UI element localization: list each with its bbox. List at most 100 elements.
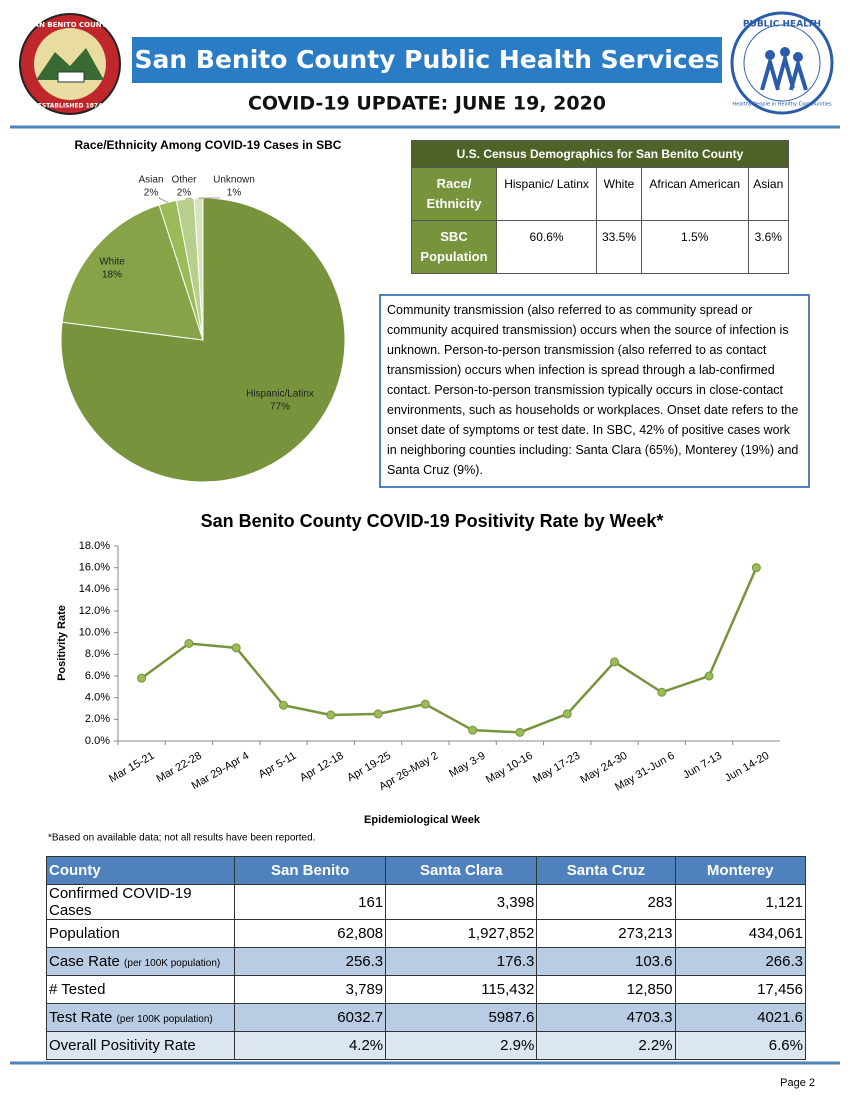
table-cell: 2.2% [536, 1031, 676, 1060]
pie-slice [60, 197, 346, 483]
y-tick-label: 0.0% [85, 735, 110, 747]
pie-chart: Race/Ethnicity Among COVID-19 Cases in S… [60, 138, 346, 483]
table-cell: White [596, 167, 642, 221]
y-tick-label: 18.0% [79, 540, 110, 552]
text-box: Community transmission (also referred to… [379, 294, 810, 488]
table-cell: 2.9% [385, 1031, 538, 1060]
table-row: Confirmed COVID-19 Cases 161 3,398 283 1,121 [45, 884, 807, 920]
column-header: Santa Clara [385, 856, 538, 885]
table-cell: 4703.3 [536, 1003, 676, 1032]
logo-building [57, 71, 85, 83]
logo-text: Healthy People in Healthy Communities [732, 102, 832, 108]
table-cell: 3.6% [747, 220, 790, 274]
leader-line [158, 197, 168, 203]
table-cell: 17,456 [674, 975, 807, 1004]
table-row: Population 62,808 1,927,852 273,213 434,061 [45, 919, 807, 948]
row-label: Test Rate [49, 1009, 113, 1026]
chart-title: Race/Ethnicity Among COVID-19 Cases in S… [75, 138, 342, 152]
table-cell: 161 [234, 884, 387, 920]
table-row: Race/ Ethnicity Hispanic/ Latinx White Afri… [411, 167, 790, 221]
table-row: Case Rate (per 100K population) 256.3 176.… [45, 947, 807, 976]
logo-figures [760, 51, 808, 91]
row-header: Race/ Ethnicity [411, 167, 497, 221]
data-line [140, 567, 758, 734]
row-note: (per 100K population) [116, 1014, 213, 1025]
y-tick-label: 8.0% [85, 648, 110, 660]
table-title-row: U.S. Census Demographics for San Benito … [411, 140, 789, 168]
row-label-cell: Case Rate (per 100K population) [45, 947, 236, 976]
slice-value: 2% [177, 188, 192, 199]
x-tick-label: May 10-16 [484, 750, 535, 786]
data-point [704, 671, 714, 681]
table-cell: 103.6 [536, 947, 676, 976]
table-cell: 1,121 [674, 884, 807, 920]
chart-title: San Benito County COVID-19 Positivity Ra… [201, 511, 664, 531]
table-cell: Asian [747, 167, 790, 221]
data-point [373, 709, 383, 719]
x-axis-title: Epidemiological Week [364, 814, 481, 826]
y-tick-label: 6.0% [85, 670, 110, 682]
logo-text: ESTABLISHED 1874 [38, 103, 103, 110]
table-row: SBC Population 60.6% 33.5% 1.5% 3.6% [411, 220, 790, 274]
y-axis-title: Positivity Rate [56, 605, 68, 681]
y-tick-label: 14.0% [79, 583, 110, 595]
data-point [231, 643, 241, 653]
table-cell: 266.3 [674, 947, 807, 976]
footnote: *Based on available data; not all result… [48, 833, 315, 844]
slice-label: Unknown [213, 175, 255, 186]
logo-text: PUBLIC HEALTH [743, 20, 821, 30]
logo-center [34, 28, 106, 100]
table-title: U.S. Census Demographics for San Benito … [411, 140, 789, 168]
page-number: Page 2 [780, 1077, 815, 1089]
row-note: (per 100K population) [124, 958, 221, 969]
left-logo: SAN BENITO COUNTY ESTABLISHED 1874 [19, 13, 121, 115]
table-cell: 176.3 [385, 947, 538, 976]
row-label: Overall Positivity Rate [49, 1037, 196, 1054]
row-label-cell: Test Rate (per 100K population) [45, 1003, 236, 1032]
census-table: U.S. Census Demographics for San Benito … [411, 140, 790, 274]
x-tick-label: Apr 5-11 [257, 750, 299, 781]
data-point [137, 673, 147, 683]
pie-slice [61, 204, 204, 341]
table-cell: Hispanic/ Latinx [495, 167, 598, 221]
county-table: County San Benito Santa Clara Santa Cruz Mon… [45, 856, 807, 1060]
slice-label: Asian [138, 175, 163, 186]
right-logo: PUBLIC HEALTH Healthy People in Healthy … [730, 11, 834, 115]
logo-hills [36, 48, 104, 80]
header-row: County San Benito Santa Clara Santa Cruz Mon… [45, 856, 807, 885]
table-row: Overall Positivity Rate 4.2% 2.9% 2.2% 6.6% [45, 1031, 807, 1060]
row-label: Confirmed COVID-19 Cases [49, 885, 192, 919]
data-point [562, 709, 572, 719]
title-bar [132, 37, 722, 83]
y-tick-label: 16.0% [79, 562, 110, 574]
logo-figure [793, 52, 803, 62]
table-cell: 60.6% [495, 220, 598, 274]
slice-label: Other [171, 175, 197, 186]
data-point [610, 657, 619, 667]
table-cell: 3,789 [234, 975, 387, 1004]
slice-value: 77% [270, 402, 290, 413]
column-header: Santa Cruz [536, 856, 676, 885]
table-cell: 6032.7 [234, 1003, 387, 1032]
slice-value: 1% [227, 188, 242, 199]
data-point [515, 727, 525, 737]
data-point [751, 563, 761, 573]
table-cell: 5987.6 [385, 1003, 538, 1032]
row-label: Case Rate [49, 953, 120, 970]
x-tick-label: May 3-9 [447, 750, 487, 780]
table-cell: 33.5% [596, 220, 642, 274]
x-tick-label: May 17-23 [531, 750, 582, 786]
row-label: Population [49, 925, 120, 942]
data-point [468, 725, 478, 735]
row-header: SBC Population [411, 220, 497, 274]
slice-label: White [99, 257, 125, 268]
table-cell: 1.5% [640, 220, 749, 274]
slice-label: Hispanic/Latinx [246, 389, 314, 400]
table-cell: 4021.6 [674, 1003, 807, 1032]
data-point [420, 699, 430, 709]
x-tick-label: Jun 7-13 [681, 750, 724, 782]
data-point [657, 687, 667, 697]
logo-text: SAN BENITO COUNTY [29, 21, 113, 29]
